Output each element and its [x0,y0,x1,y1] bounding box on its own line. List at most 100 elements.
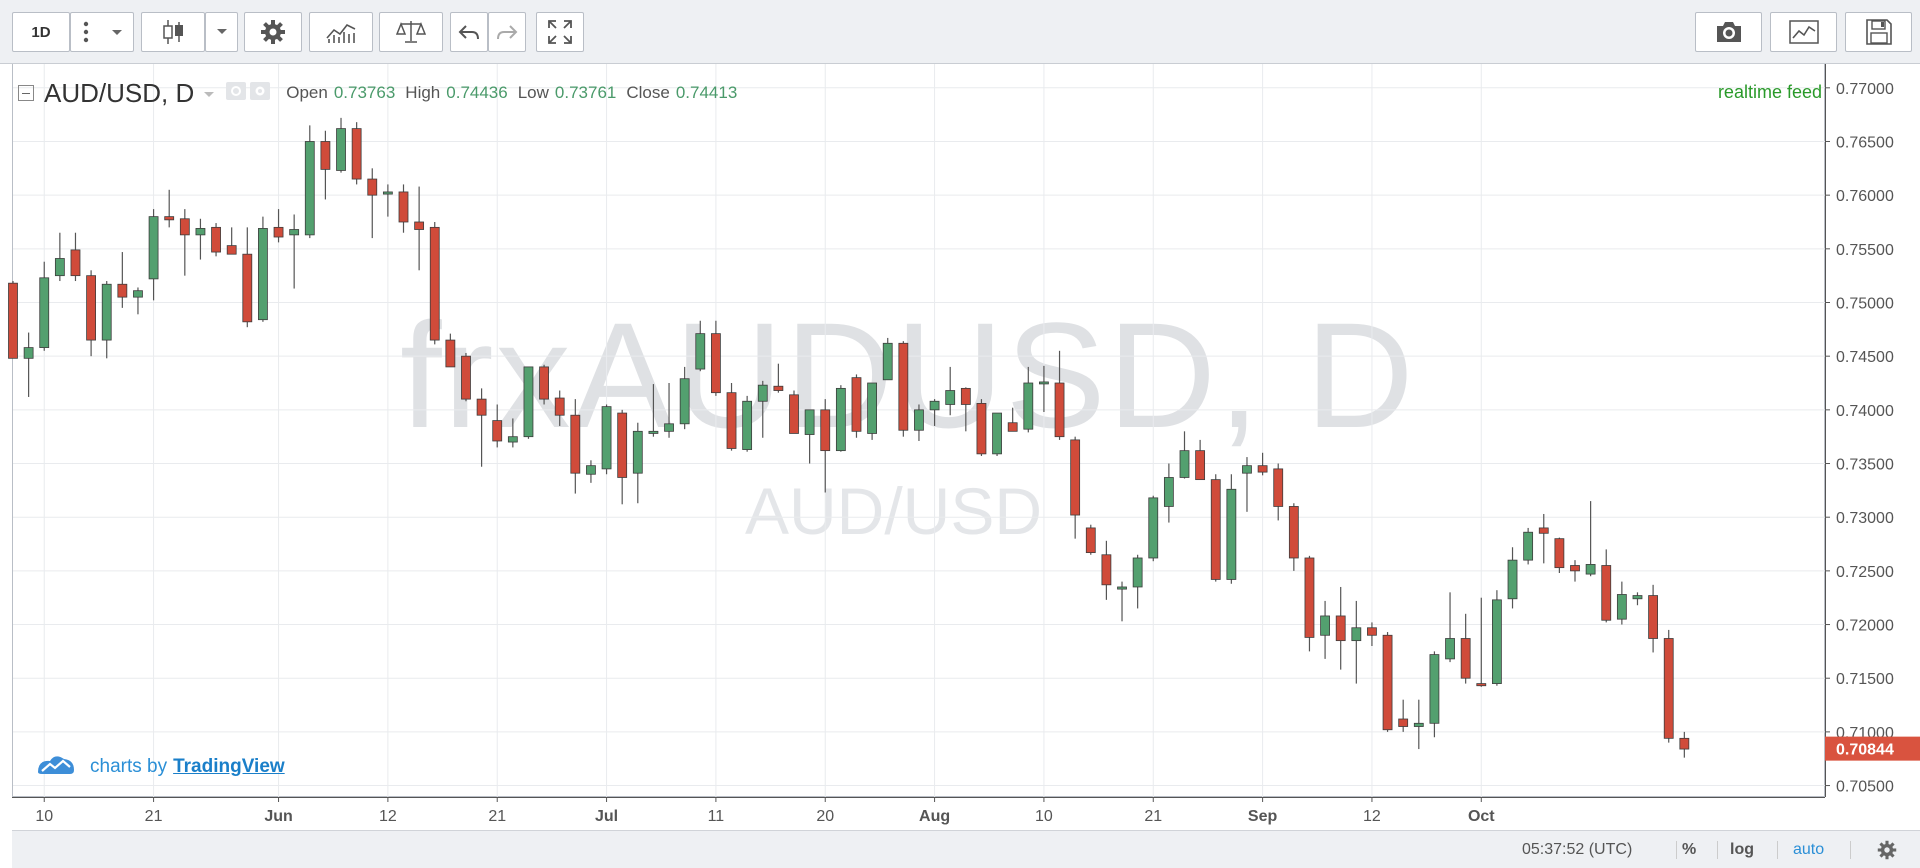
candle [429,221,440,345]
candle-body [429,226,440,341]
symbol-title[interactable]: AUD/USD, D [44,77,195,108]
candle [476,388,487,467]
time-axis[interactable] [12,797,1825,830]
price-tick-label: 0.70500 [1836,779,1894,796]
time-tick-label: 12 [1363,808,1381,825]
candle [1570,560,1580,582]
candle-body [914,409,924,431]
candle [195,218,206,260]
log-toggle[interactable]: log [1730,841,1754,858]
interval-menu-button[interactable] [70,12,134,52]
candle [304,125,315,239]
interval-button[interactable]: 1D [12,12,70,52]
candle-body [195,228,206,236]
candle-body [507,436,518,443]
eye-icon[interactable] [226,81,247,105]
candle [117,252,128,308]
chevron-down-icon [216,28,228,36]
candle-body [1445,638,1455,660]
candle [1585,501,1596,577]
candle-body [461,355,471,400]
collapse-legend-button[interactable] [18,85,34,101]
candle [726,383,737,451]
candle [523,366,534,439]
candle [1429,651,1440,738]
candle-body [1648,595,1658,639]
time-tick-label: Oct [1468,808,1495,825]
candle [554,390,565,426]
chart-properties-button[interactable] [1770,12,1837,52]
compare-button[interactable] [379,12,443,52]
undo-button[interactable] [450,12,488,52]
candle [461,352,471,402]
time-tick-label: 21 [1144,808,1162,825]
candle [1007,407,1018,432]
candle-body [601,406,612,470]
candle-body [414,221,425,230]
price-tick-label: 0.71500 [1836,671,1894,688]
price-tick-label: 0.76000 [1836,188,1894,205]
candle-body [1195,450,1206,481]
candle [1445,592,1455,663]
candle-body [179,218,190,236]
fullscreen-button[interactable] [536,12,584,52]
save-button[interactable] [1845,12,1912,52]
candle-body [695,333,706,370]
candle-body [992,412,1002,455]
candle [101,281,112,359]
candle-body [117,283,128,298]
tradingview-link[interactable]: TradingView [173,756,285,777]
price-axis[interactable] [1825,64,1920,797]
candle-body [1304,557,1315,638]
percent-toggle[interactable]: % [1682,841,1697,858]
gear-icon [260,19,286,45]
candle-body [1382,634,1393,731]
redo-button[interactable] [488,12,526,52]
gear-icon[interactable] [1877,840,1897,865]
chart-style-button[interactable] [141,12,205,52]
candle [1039,365,1049,412]
candle-body [976,403,987,455]
candle-body [1335,615,1346,642]
chevron-down-icon[interactable] [204,83,215,103]
auto-scale-toggle[interactable]: auto [1793,841,1825,858]
candle [367,168,378,239]
candle-body [523,366,534,438]
candle-body [258,228,268,321]
candle-body [367,178,378,196]
candle-body [1398,718,1409,727]
clock-display[interactable]: 05:37:52 (UTC) [1522,841,1633,858]
candle [1476,597,1487,687]
price-tick-label: 0.73000 [1836,510,1894,527]
fullscreen-icon [547,19,573,45]
candle [1538,513,1549,564]
low-value: 0.73761 [554,83,617,102]
candle-body [711,333,721,394]
candle-body [742,400,753,450]
candle-body [1507,559,1518,600]
candle-body [289,229,300,236]
candle [242,227,253,328]
candle-body [867,382,877,434]
open-label: Open [286,83,328,102]
settings-button[interactable] [244,12,302,52]
chart-style-menu-button[interactable] [205,12,238,52]
tradingview-branding[interactable]: charts by TradingView [36,752,285,782]
candle [273,209,284,243]
candle-body [70,249,81,277]
candle-body [960,387,971,405]
candle-body [1054,382,1065,438]
indicators-button[interactable] [309,12,373,52]
snapshot-button[interactable] [1695,12,1762,52]
time-tick-label: Jul [595,808,618,825]
candle-body [1023,382,1034,430]
price-scale: 0.705000.710000.715000.720000.725000.730… [1825,81,1920,796]
gear-icon[interactable] [250,81,271,105]
candle-body [1413,722,1424,727]
candle [1492,590,1502,686]
candle [445,333,456,368]
candle-body [1085,527,1096,554]
candle [773,363,784,393]
candle-body [929,400,940,411]
candle-body [1226,488,1237,580]
